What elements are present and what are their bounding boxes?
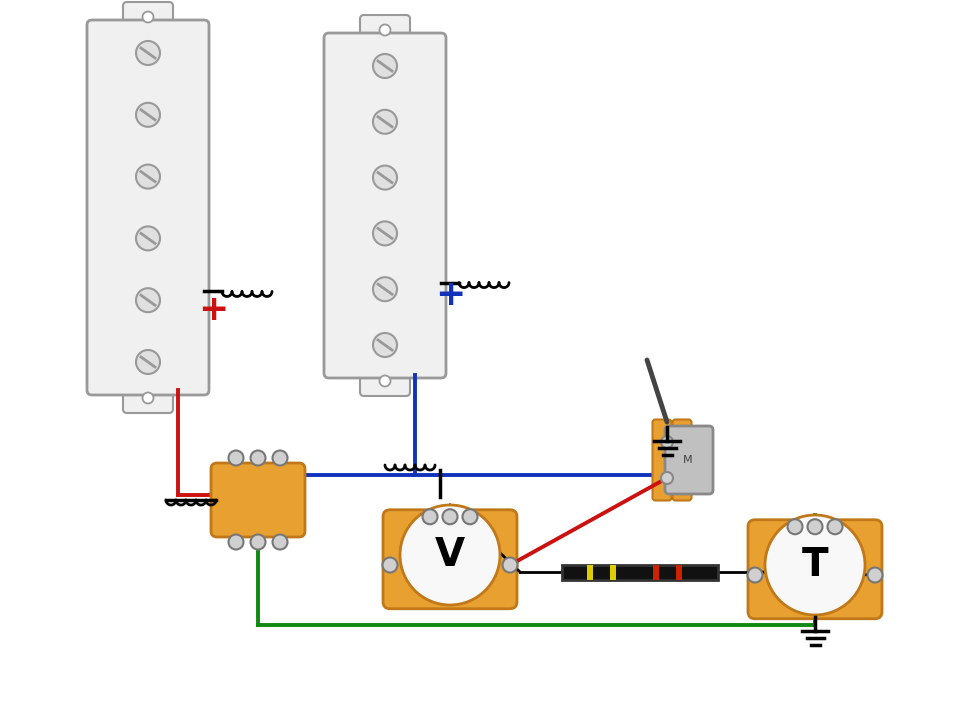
Circle shape: [228, 451, 243, 465]
Circle shape: [788, 519, 803, 534]
Circle shape: [422, 509, 437, 524]
Circle shape: [142, 392, 154, 404]
Circle shape: [136, 102, 160, 127]
Circle shape: [373, 166, 397, 190]
Bar: [653, 564, 659, 579]
FancyBboxPatch shape: [123, 383, 173, 413]
FancyBboxPatch shape: [211, 463, 305, 537]
Circle shape: [443, 509, 458, 524]
Text: T: T: [802, 546, 828, 584]
Circle shape: [251, 451, 266, 465]
Text: V: V: [435, 536, 466, 574]
Text: +: +: [435, 278, 466, 312]
FancyBboxPatch shape: [324, 33, 446, 378]
Circle shape: [373, 221, 397, 246]
Bar: [587, 564, 593, 579]
Circle shape: [661, 472, 673, 484]
FancyBboxPatch shape: [748, 519, 882, 618]
Circle shape: [142, 11, 154, 22]
FancyBboxPatch shape: [672, 420, 692, 501]
FancyBboxPatch shape: [360, 366, 410, 396]
Bar: [676, 564, 682, 579]
Circle shape: [272, 451, 287, 465]
Circle shape: [400, 505, 500, 605]
Circle shape: [827, 519, 843, 534]
Bar: [611, 564, 616, 579]
Circle shape: [748, 567, 762, 583]
Circle shape: [136, 227, 160, 251]
Circle shape: [228, 534, 243, 550]
FancyBboxPatch shape: [360, 15, 410, 45]
FancyBboxPatch shape: [123, 2, 173, 32]
Circle shape: [382, 557, 398, 573]
Circle shape: [373, 54, 397, 78]
Circle shape: [272, 534, 287, 550]
Circle shape: [373, 333, 397, 357]
FancyBboxPatch shape: [653, 420, 671, 501]
Circle shape: [136, 164, 160, 189]
Circle shape: [136, 350, 160, 374]
FancyBboxPatch shape: [383, 510, 517, 609]
Text: M: M: [683, 455, 693, 465]
Circle shape: [503, 557, 517, 573]
Circle shape: [136, 41, 160, 65]
Circle shape: [867, 567, 883, 583]
Circle shape: [765, 515, 865, 615]
Circle shape: [136, 289, 160, 312]
Circle shape: [463, 509, 477, 524]
Bar: [562, 564, 718, 579]
Circle shape: [379, 376, 390, 387]
Circle shape: [808, 519, 822, 534]
Circle shape: [373, 277, 397, 301]
Text: +: +: [198, 293, 228, 327]
Circle shape: [661, 436, 673, 448]
FancyBboxPatch shape: [665, 426, 713, 494]
Circle shape: [251, 534, 266, 550]
Circle shape: [373, 110, 397, 134]
Circle shape: [379, 25, 390, 36]
FancyBboxPatch shape: [87, 20, 209, 395]
